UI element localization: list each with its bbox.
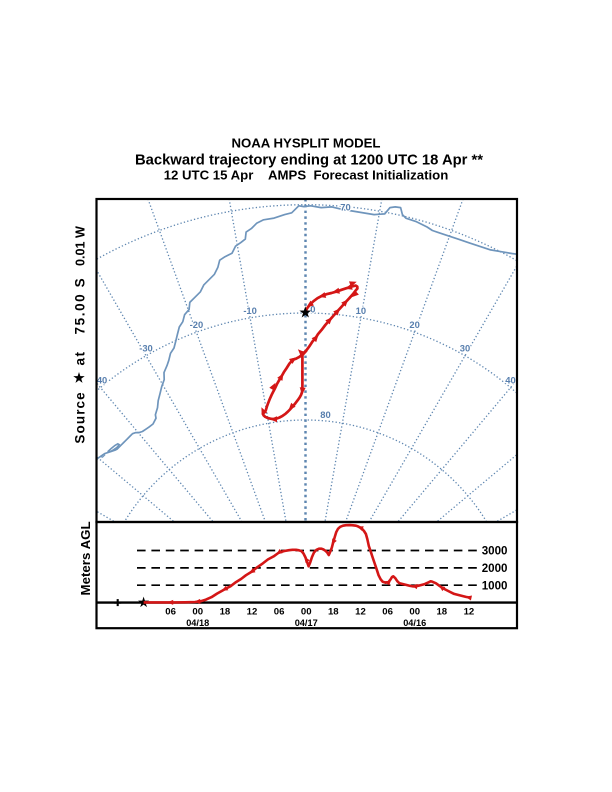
svg-text:75.00 S: 75.00 S	[73, 277, 88, 335]
svg-text:-30: -30	[139, 343, 153, 354]
svg-text:1000: 1000	[482, 579, 508, 592]
svg-text:-40: -40	[94, 375, 108, 386]
svg-text:00: 00	[192, 607, 203, 618]
svg-text:0.01 W: 0.01 W	[74, 226, 88, 266]
svg-text:12: 12	[247, 607, 258, 618]
svg-text:40: 40	[505, 375, 515, 386]
svg-text:20: 20	[409, 319, 419, 330]
svg-text:3000: 3000	[482, 545, 508, 558]
svg-text:0: 0	[310, 304, 315, 315]
svg-text:18: 18	[220, 607, 231, 618]
svg-text:30: 30	[460, 343, 470, 354]
svg-text:12 UTC 15 Apr AMPS Forecas: 12 UTC 15 Apr AMPS Forecast Initializati…	[164, 168, 449, 183]
svg-text:04/18: 04/18	[186, 618, 209, 628]
svg-text:-10: -10	[243, 305, 257, 316]
svg-text:06: 06	[274, 607, 285, 618]
svg-text:Source: Source	[73, 391, 88, 443]
svg-text:04/16: 04/16	[403, 618, 426, 628]
svg-text:04/17: 04/17	[295, 618, 318, 628]
svg-text:10: 10	[356, 305, 366, 316]
svg-text:-20: -20	[190, 319, 204, 330]
svg-text:18: 18	[328, 607, 339, 618]
svg-text:00: 00	[301, 607, 312, 618]
svg-text:NOAA HYSPLIT MODEL: NOAA HYSPLIT MODEL	[232, 136, 381, 151]
svg-text:12: 12	[464, 607, 475, 618]
svg-text:18: 18	[436, 607, 447, 618]
svg-text:80: 80	[320, 409, 330, 420]
svg-text:at: at	[73, 350, 88, 365]
svg-text:06: 06	[382, 607, 393, 618]
svg-text:00: 00	[409, 607, 420, 618]
svg-text:Meters AGL: Meters AGL	[78, 521, 93, 595]
svg-text:Backward trajectory ending at: Backward trajectory ending at 1200 UTC 1…	[135, 153, 483, 169]
svg-text:2000: 2000	[482, 562, 508, 575]
svg-text:70: 70	[340, 202, 350, 213]
svg-text:12: 12	[355, 607, 366, 618]
svg-text:06: 06	[165, 607, 176, 618]
